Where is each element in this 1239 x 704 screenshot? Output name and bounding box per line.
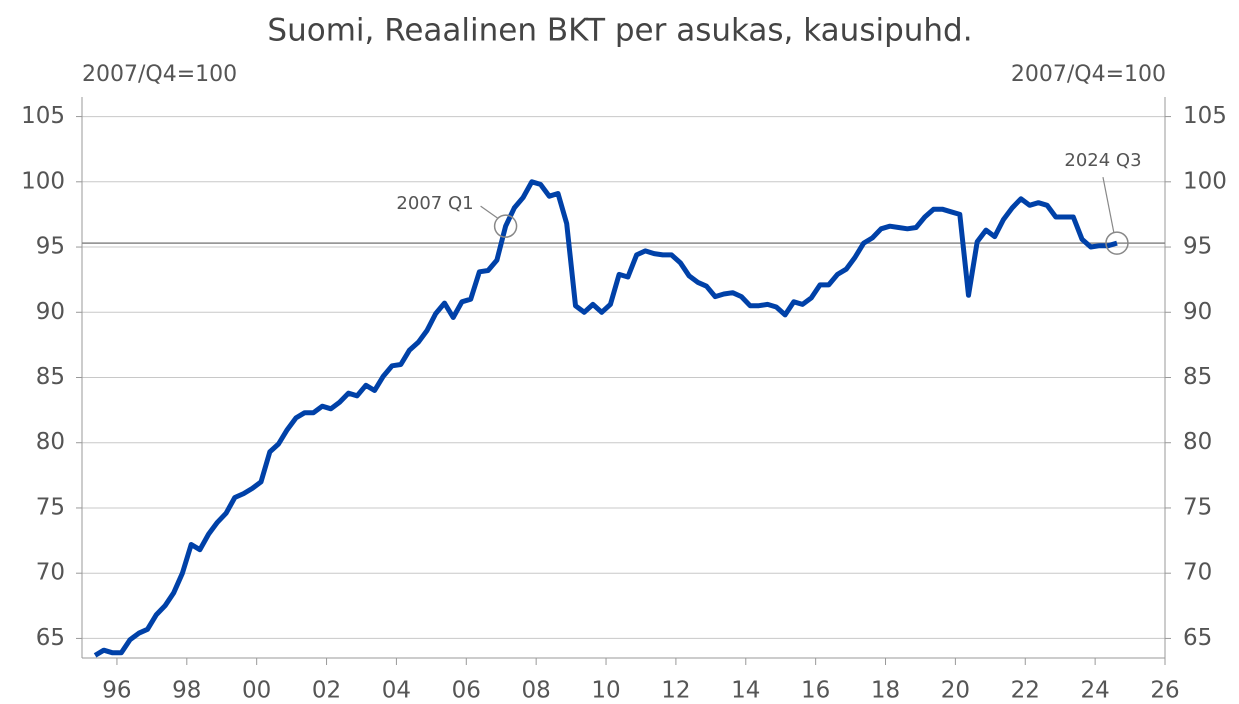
y2-tick-label: 95	[1183, 234, 1212, 260]
x-tick-label: 14	[731, 678, 760, 704]
y-axis-label: 2007/Q4=100	[82, 62, 237, 87]
x-tick-label: 00	[242, 678, 271, 704]
annotation-leader	[1102, 177, 1115, 234]
data-line	[93, 179, 1118, 658]
x-tick-label: 20	[941, 678, 970, 704]
y2-tick-label: 70	[1183, 560, 1212, 586]
y-tick-label: 95	[36, 234, 65, 260]
y2-axis-label: 2007/Q4=100	[1011, 62, 1166, 87]
x-tick-label: 06	[452, 678, 481, 704]
x-tick-label: 16	[801, 678, 830, 704]
y2-tick-label: 80	[1183, 429, 1212, 455]
y-tick-label: 100	[21, 168, 65, 194]
x-tick-label: 24	[1080, 678, 1109, 704]
x-tick-label: 96	[102, 678, 131, 704]
x-tick-label: 22	[1011, 678, 1040, 704]
annotation-circle	[493, 214, 518, 238]
x-tick-label: 98	[172, 678, 201, 704]
y-tick-label: 90	[36, 299, 65, 325]
y2-tick-label: 85	[1183, 364, 1212, 390]
y2-tick-label: 75	[1183, 494, 1212, 520]
x-tick-label: 04	[382, 678, 411, 704]
y2-tick-label: 65	[1183, 625, 1212, 651]
y-tick-label: 105	[21, 103, 65, 129]
chart-title: Suomi, Reaalinen BKT per asukas, kausipu…	[267, 13, 972, 49]
x-tick-label: 08	[522, 678, 551, 704]
y2-tick-label: 90	[1183, 299, 1212, 325]
y-tick-label: 80	[36, 429, 65, 455]
annotation-label: 2024 Q3	[1064, 150, 1141, 171]
x-tick-label: 12	[661, 678, 690, 704]
annotation-label: 2007 Q1	[396, 193, 473, 214]
annotation-circle	[1105, 231, 1129, 255]
x-tick-label: 26	[1150, 678, 1179, 704]
y-tick-label: 85	[36, 364, 65, 390]
y-tick-label: 65	[36, 625, 65, 651]
annotation-leader	[480, 205, 498, 219]
y-tick-label: 75	[36, 494, 65, 520]
y-tick-label: 70	[36, 560, 65, 586]
x-tick-label: 18	[871, 678, 900, 704]
y2-tick-label: 105	[1183, 103, 1227, 129]
x-tick-label: 10	[591, 678, 620, 704]
x-tick-label: 02	[312, 678, 341, 704]
y2-tick-label: 100	[1183, 168, 1227, 194]
